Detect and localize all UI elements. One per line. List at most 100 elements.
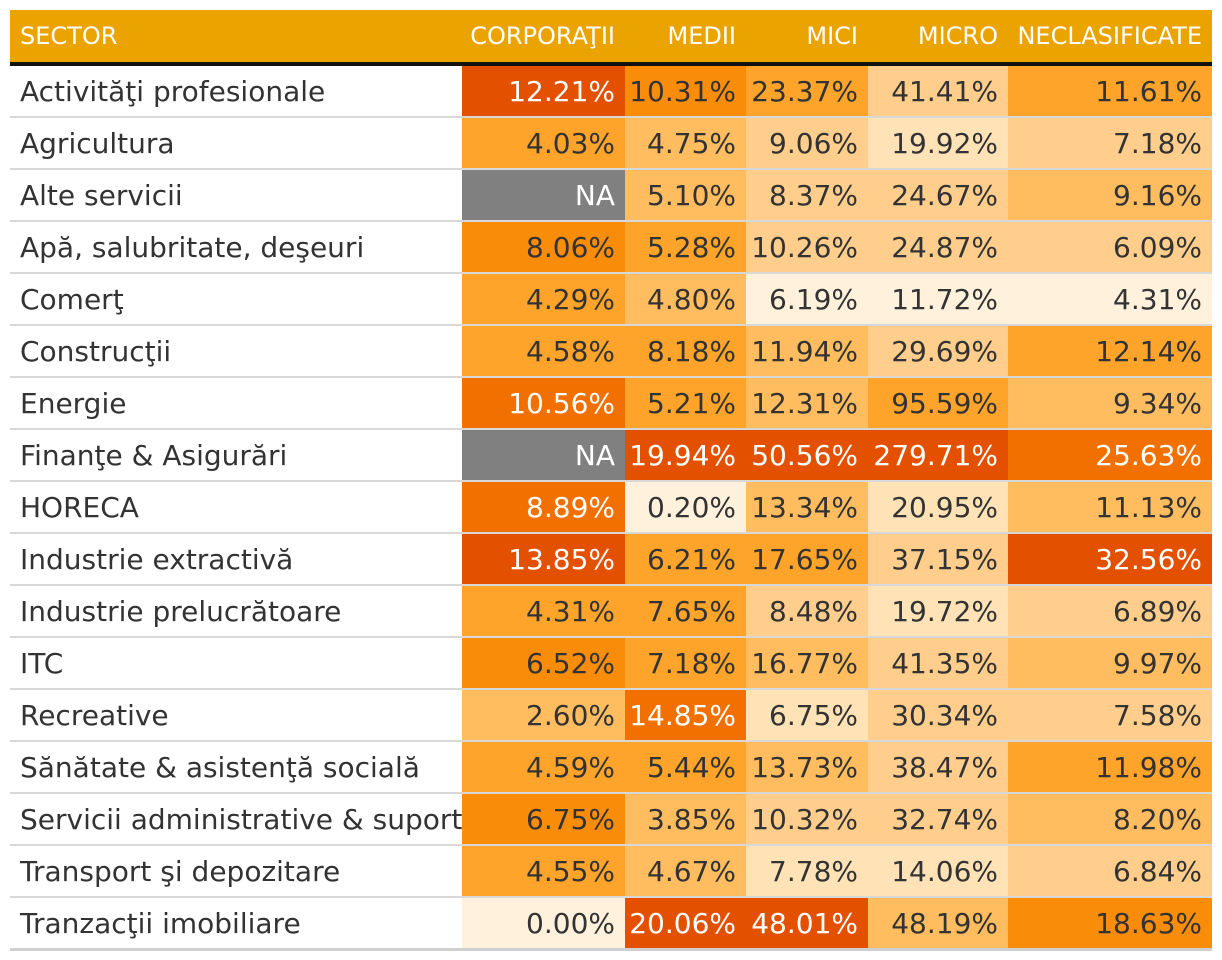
value-cell-micro: 11.72% (868, 274, 1008, 324)
value-cell-corporatii: 4.31% (462, 586, 625, 636)
sector-label: Finanţe & Asigurări (10, 430, 462, 480)
value-cell-mici: 7.78% (746, 846, 868, 896)
value-cell-corporatii: NA (462, 170, 625, 220)
value-cell-mici: 17.65% (746, 534, 868, 584)
sector-label: ITC (10, 638, 462, 688)
sector-label: Comerţ (10, 274, 462, 324)
table-row: Tranzacţii imobiliare 0.00% 20.06% 48.01% 48… (10, 898, 1212, 951)
sector-label: Industrie prelucrătoare (10, 586, 462, 636)
value-cell-mici: 10.32% (746, 794, 868, 844)
value-cell-corporatii: 6.75% (462, 794, 625, 844)
value-cell-micro: 29.69% (868, 326, 1008, 376)
value-cell-neclasificate: 18.63% (1008, 898, 1212, 948)
table-row: Industrie prelucrătoare 4.31% 7.65% 8.48% 19… (10, 586, 1212, 638)
value-cell-micro: 41.35% (868, 638, 1008, 688)
table-row: Sănătate & asistenţă socială 4.59% 5.44% 13… (10, 742, 1212, 794)
column-header-neclasificate: NECLASIFICATE (1017, 22, 1202, 50)
value-cell-corporatii: 6.52% (462, 638, 625, 688)
value-cell-medii: 6.21% (625, 534, 746, 584)
table-row: Comerţ 4.29% 4.80% 6.19% 11.72% 4.31% (10, 274, 1212, 326)
value-cell-mici: 23.37% (746, 66, 868, 116)
value-cell-neclasificate: 9.16% (1008, 170, 1212, 220)
value-cell-corporatii: 4.58% (462, 326, 625, 376)
value-cell-corporatii: 4.03% (462, 118, 625, 168)
value-cell-micro: 41.41% (868, 66, 1008, 116)
value-cell-neclasificate: 6.89% (1008, 586, 1212, 636)
value-cell-corporatii: 0.00% (462, 898, 625, 948)
value-cell-medii: 4.75% (625, 118, 746, 168)
value-cell-medii: 5.44% (625, 742, 746, 792)
value-cell-medii: 5.21% (625, 378, 746, 428)
value-cell-neclasificate: 6.09% (1008, 222, 1212, 272)
sector-label: Construcţii (10, 326, 462, 376)
table-row: ITC 6.52% 7.18% 16.77% 41.35% 9.97% (10, 638, 1212, 690)
table-row: Servicii administrative & suport 6.75% 3.8… (10, 794, 1212, 846)
sector-label: Sănătate & asistenţă socială (10, 742, 462, 792)
value-cell-neclasificate: 9.34% (1008, 378, 1212, 428)
sector-label: HORECA (10, 482, 462, 532)
value-cell-mici: 9.06% (746, 118, 868, 168)
sector-label: Agricultura (10, 118, 462, 168)
value-cell-corporatii: 4.55% (462, 846, 625, 896)
value-cell-neclasificate: 4.31% (1008, 274, 1212, 324)
sector-label: Transport şi depozitare (10, 846, 462, 896)
sector-label: Servicii administrative & suport (10, 794, 462, 844)
value-cell-neclasificate: 12.14% (1008, 326, 1212, 376)
value-cell-micro: 37.15% (868, 534, 1008, 584)
value-cell-mici: 6.19% (746, 274, 868, 324)
value-cell-corporatii: 10.56% (462, 378, 625, 428)
value-cell-mici: 10.26% (746, 222, 868, 272)
value-cell-medii: 4.67% (625, 846, 746, 896)
value-cell-corporatii: 12.21% (462, 66, 625, 116)
value-cell-micro: 19.72% (868, 586, 1008, 636)
value-cell-neclasificate: 7.58% (1008, 690, 1212, 740)
table-row: Activităţi profesionale 12.21% 10.31% 23.37… (10, 66, 1212, 118)
column-header-micro: MICRO (917, 22, 998, 50)
value-cell-medii: 5.10% (625, 170, 746, 220)
value-cell-neclasificate: 11.61% (1008, 66, 1212, 116)
column-header-medii: MEDII (667, 22, 736, 50)
table-row: Apă, salubritate, deşeuri 8.06% 5.28% 10.26… (10, 222, 1212, 274)
value-cell-corporatii: 2.60% (462, 690, 625, 740)
value-cell-neclasificate: 25.63% (1008, 430, 1212, 480)
value-cell-medii: 7.65% (625, 586, 746, 636)
value-cell-mici: 6.75% (746, 690, 868, 740)
table-row: Finanţe & Asigurări NA 19.94% 50.56% 279.71%… (10, 430, 1212, 482)
value-cell-corporatii: 13.85% (462, 534, 625, 584)
value-cell-mici: 48.01% (746, 898, 868, 948)
table-row: HORECA 8.89% 0.20% 13.34% 20.95% 11.13% (10, 482, 1212, 534)
value-cell-micro: 20.95% (868, 482, 1008, 532)
value-cell-mici: 50.56% (746, 430, 868, 480)
sector-label: Energie (10, 378, 462, 428)
value-cell-corporatii: NA (462, 430, 625, 480)
sector-label: Recreative (10, 690, 462, 740)
value-cell-mici: 16.77% (746, 638, 868, 688)
value-cell-medii: 20.06% (625, 898, 746, 948)
value-cell-mici: 13.73% (746, 742, 868, 792)
value-cell-micro: 48.19% (868, 898, 1008, 948)
value-cell-micro: 30.34% (868, 690, 1008, 740)
value-cell-neclasificate: 11.13% (1008, 482, 1212, 532)
value-cell-medii: 5.28% (625, 222, 746, 272)
sector-label: Industrie extractivă (10, 534, 462, 584)
table-header: SECTOR CORPORAŢII MEDII MICI MICRO NECLASIFIC… (10, 10, 1212, 66)
value-cell-neclasificate: 7.18% (1008, 118, 1212, 168)
column-header-mici: MICI (806, 22, 858, 50)
value-cell-micro: 14.06% (868, 846, 1008, 896)
value-cell-medii: 3.85% (625, 794, 746, 844)
sector-label: Apă, salubritate, deşeuri (10, 222, 462, 272)
value-cell-mici: 11.94% (746, 326, 868, 376)
value-cell-neclasificate: 8.20% (1008, 794, 1212, 844)
value-cell-neclasificate: 11.98% (1008, 742, 1212, 792)
value-cell-mici: 12.31% (746, 378, 868, 428)
value-cell-micro: 279.71% (868, 430, 1008, 480)
value-cell-micro: 24.87% (868, 222, 1008, 272)
value-cell-medii: 0.20% (625, 482, 746, 532)
sector-label: Activităţi profesionale (10, 66, 462, 116)
value-cell-corporatii: 4.59% (462, 742, 625, 792)
table-body: Activităţi profesionale 12.21% 10.31% 23.37… (10, 66, 1212, 951)
table-row: Transport şi depozitare 4.55% 4.67% 7.78% 14… (10, 846, 1212, 898)
value-cell-medii: 8.18% (625, 326, 746, 376)
value-cell-mici: 8.48% (746, 586, 868, 636)
value-cell-corporatii: 4.29% (462, 274, 625, 324)
